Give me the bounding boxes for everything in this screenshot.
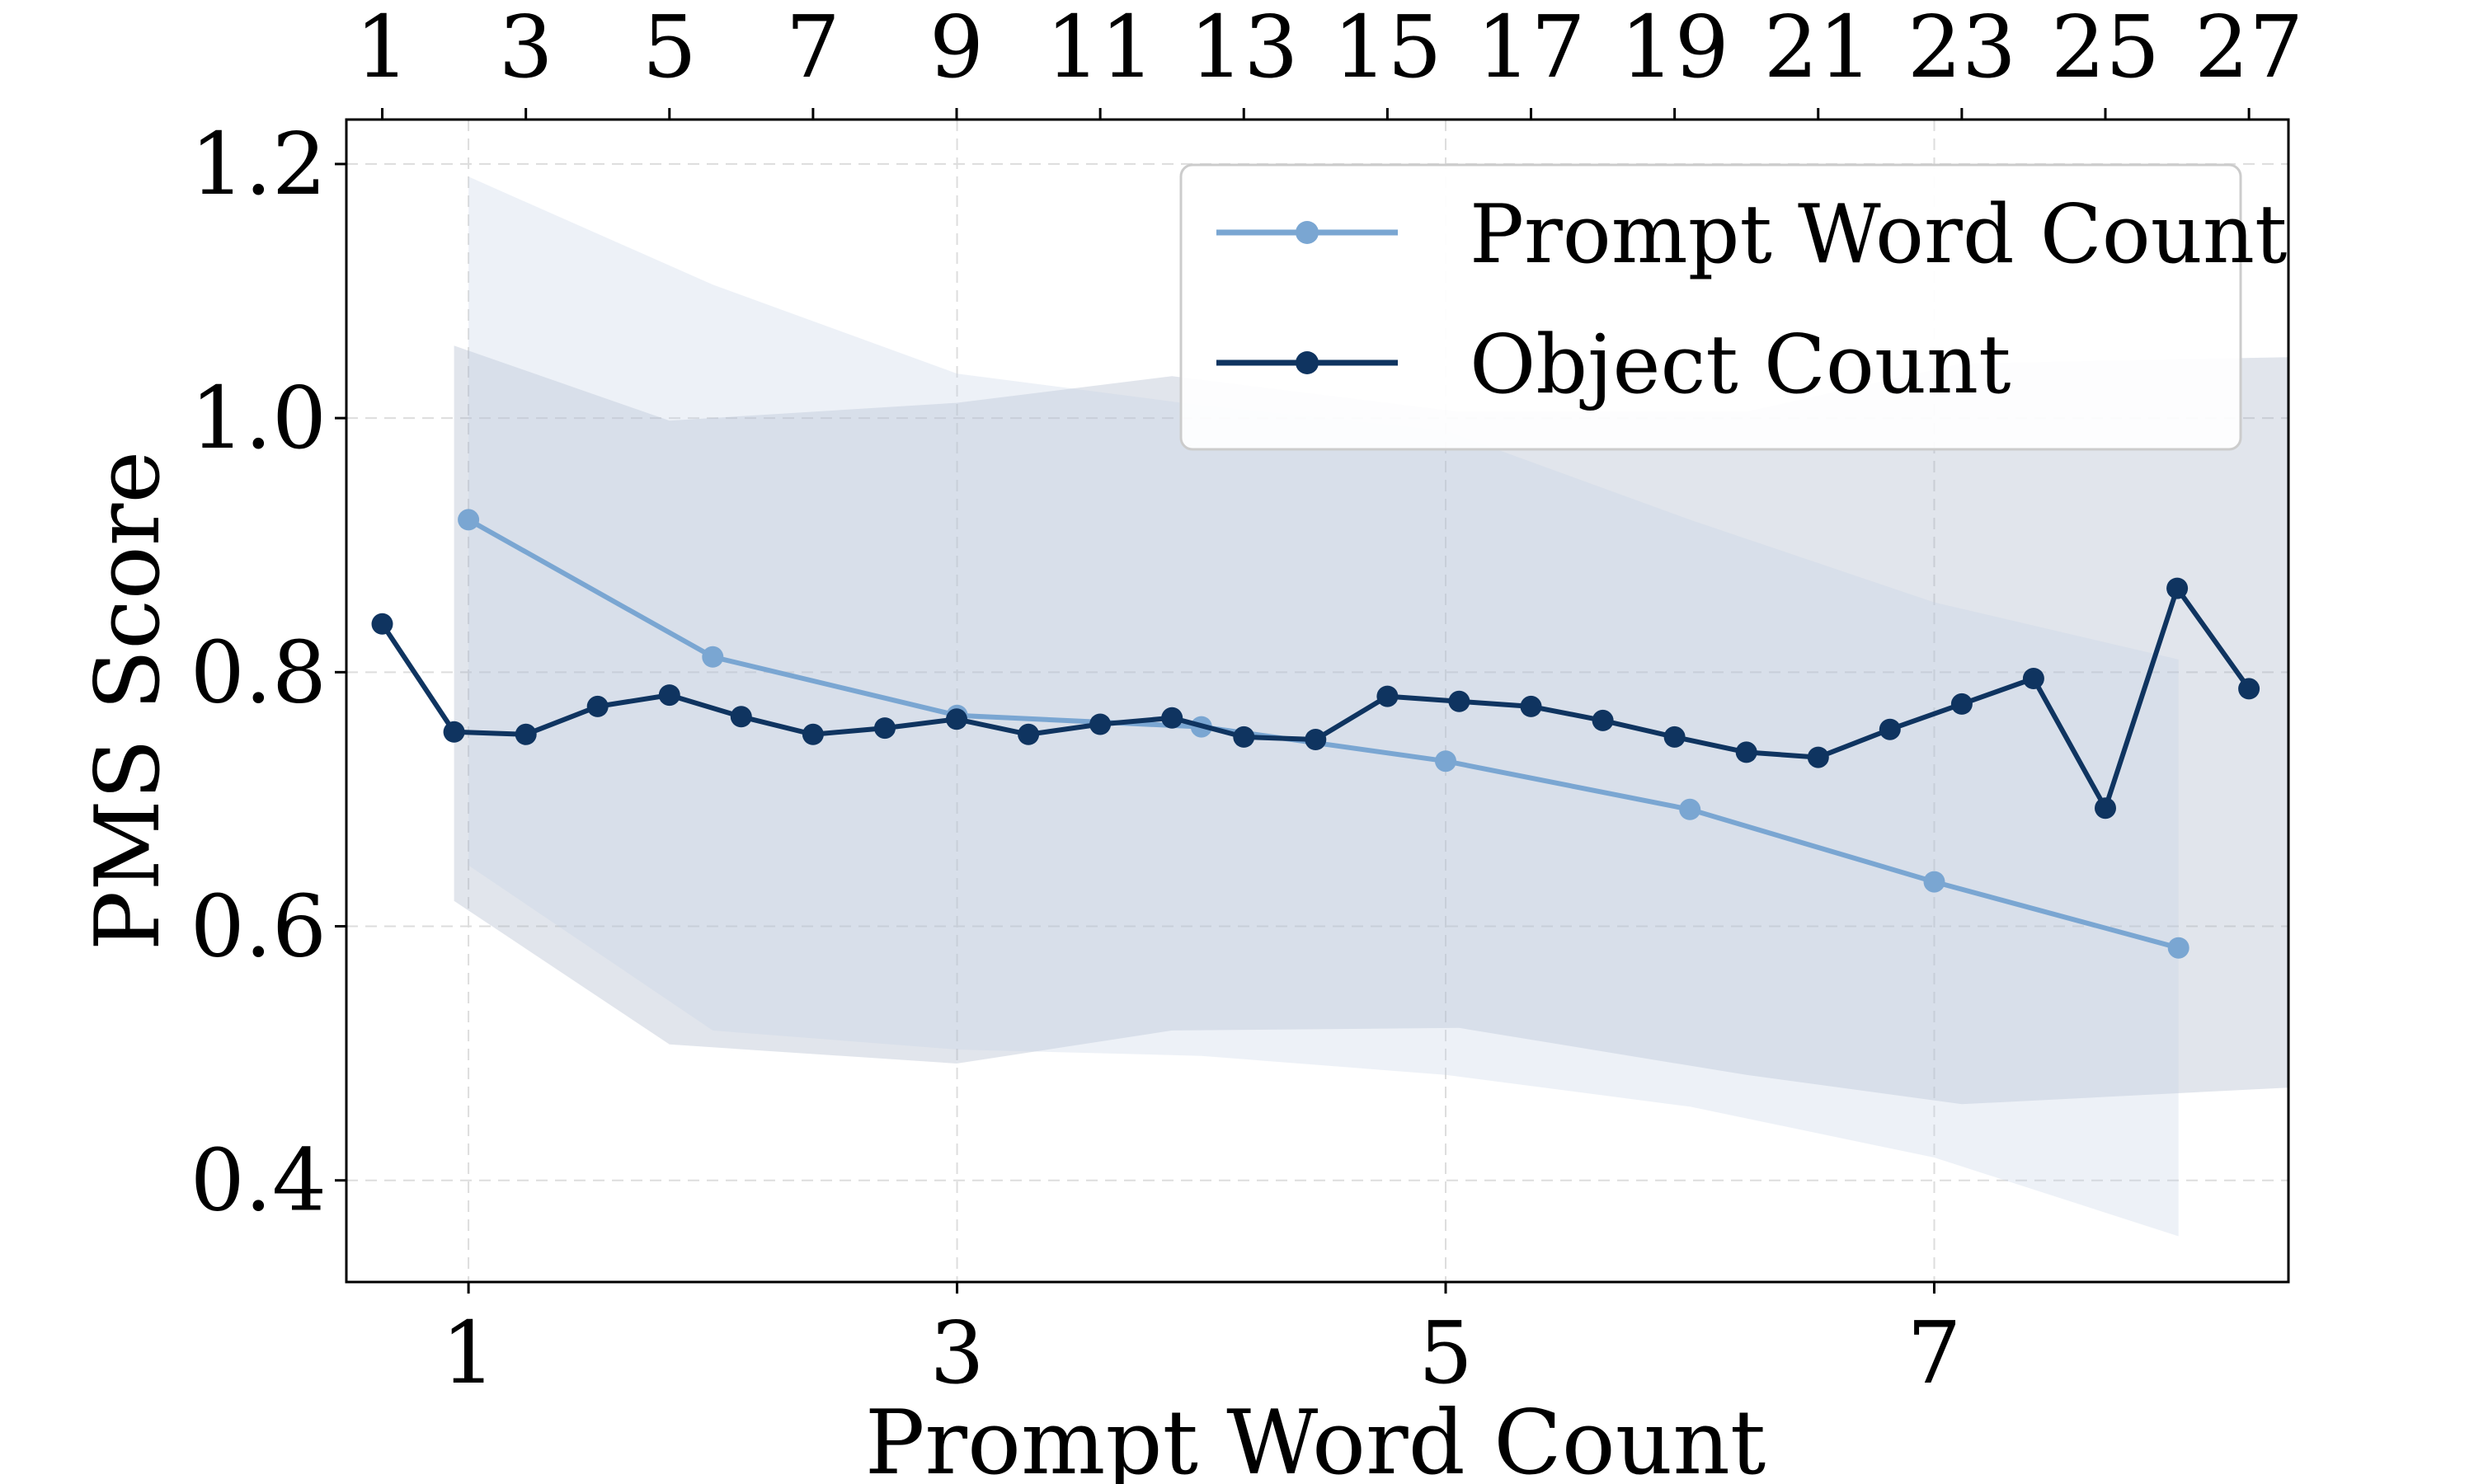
data-point-object-count: [1592, 709, 1614, 731]
data-point-object-count: [1520, 695, 1542, 717]
data-point-object-count: [371, 613, 393, 635]
y-tick-label: 0.4: [190, 1130, 327, 1231]
y-tick-label: 1.0: [190, 368, 327, 468]
data-point-prompt-word-count: [1435, 750, 1456, 773]
legend-label-prompt-word-count: Prompt Word Count: [1470, 188, 2287, 282]
data-point-object-count: [1305, 729, 1327, 750]
top-x-tick-label: 1: [355, 0, 409, 97]
top-x-tick-label: 19: [1620, 0, 1729, 97]
data-point-object-count: [515, 723, 537, 745]
plot-area-frame: [345, 118, 2290, 1284]
legend-label-object-count: Object Count: [1470, 318, 2011, 412]
x-tick-label: 5: [1418, 1303, 1473, 1403]
data-point-object-count: [874, 717, 896, 740]
y-tick-label: 0.6: [190, 876, 327, 977]
data-point-object-count: [2166, 577, 2189, 599]
top-x-tick-label: 3: [499, 0, 553, 97]
data-point-object-count: [1950, 693, 1973, 715]
data-point-object-count: [1233, 726, 1255, 748]
data-point-object-count: [1376, 685, 1399, 707]
data-point-prompt-word-count: [1679, 798, 1701, 820]
y-tick-label: 0.8: [190, 622, 327, 722]
top-x-tick-label: 15: [1333, 0, 1442, 97]
data-series: [371, 509, 2260, 959]
y-tick-label: 1.2: [190, 114, 327, 214]
top-x-tick-label: 9: [929, 0, 984, 97]
top-x-tick-label: 27: [2194, 0, 2303, 97]
data-point-object-count: [730, 706, 752, 728]
data-point-object-count: [1448, 690, 1470, 712]
data-point-object-count: [1089, 713, 1112, 735]
top-x-tick-label: 21: [1764, 0, 1873, 97]
x-tick-label: 1: [441, 1303, 496, 1403]
top-x-tick-label: 17: [1476, 0, 1585, 97]
data-point-object-count: [1735, 741, 1757, 763]
top-x-tick-label: 23: [1907, 0, 2016, 97]
confidence-bands: [454, 176, 2288, 1237]
data-point-object-count: [1161, 707, 1183, 729]
top-x-tick-label: 11: [1046, 0, 1155, 97]
data-point-object-count: [2095, 797, 2116, 819]
data-point-object-count: [658, 684, 680, 707]
top-x-tick-label: 7: [786, 0, 840, 97]
data-point-prompt-word-count: [2167, 937, 2189, 959]
band-object-count: [454, 345, 2288, 1105]
legend: Prompt Word Count Object Count: [1179, 163, 2287, 451]
legend-marker-prompt-word-count: [1296, 221, 1319, 244]
data-point-object-count: [946, 708, 967, 730]
y-axis-title: PMS Score: [77, 451, 180, 951]
axes: 1 3 5 70.40.60.81.01.21 3 5 7 9 11 13 15 17 19 21 23 25…: [190, 0, 2304, 1403]
x-axis-title: Prompt Word Count: [865, 1392, 1766, 1484]
data-point-object-count: [802, 723, 824, 745]
data-point-object-count: [2022, 668, 2044, 689]
data-point-object-count: [1807, 746, 1829, 768]
legend-marker-object-count: [1296, 351, 1319, 374]
data-point-prompt-word-count: [458, 509, 480, 531]
data-point-prompt-word-count: [702, 646, 724, 668]
data-point-object-count: [443, 721, 465, 743]
data-point-object-count: [586, 695, 609, 717]
data-point-object-count: [2238, 678, 2260, 700]
data-point-object-count: [1879, 718, 1901, 740]
top-x-tick-label: 5: [642, 0, 697, 97]
x-tick-label: 7: [1907, 1303, 1961, 1403]
x-tick-label: 3: [929, 1303, 984, 1403]
band-prompt-word-count: [468, 176, 2179, 1237]
data-point-object-count: [1663, 726, 1686, 748]
data-point-prompt-word-count: [1923, 871, 1945, 893]
top-x-tick-label: 13: [1189, 0, 1298, 97]
data-point-object-count: [1018, 723, 1040, 745]
top-x-tick-label: 25: [2051, 0, 2160, 97]
legend-box: [1179, 163, 2242, 451]
